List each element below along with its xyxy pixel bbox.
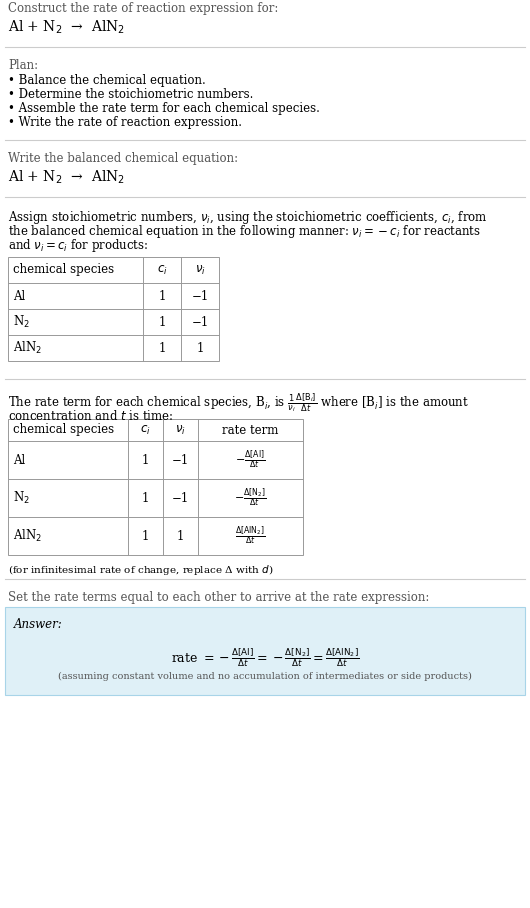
Text: $c_i$: $c_i$ (157, 263, 167, 277)
Text: Construct the rate of reaction expression for:: Construct the rate of reaction expressio… (8, 2, 278, 15)
Bar (8, 419, 303, 555)
Text: Al: Al (13, 290, 25, 302)
Text: (for infinitesimal rate of change, replace Δ with $d$): (for infinitesimal rate of change, repla… (8, 563, 273, 577)
Text: Plan:: Plan: (8, 59, 38, 72)
Text: $c_i$: $c_i$ (140, 423, 151, 437)
Text: Assign stoichiometric numbers, $\nu_i$, using the stoichiometric coefficients, $: Assign stoichiometric numbers, $\nu_i$, … (8, 209, 488, 226)
Text: 1: 1 (142, 453, 149, 467)
Text: Al: Al (13, 453, 25, 467)
Text: 1: 1 (158, 341, 166, 354)
Text: the balanced chemical equation in the following manner: $\nu_i = -c_i$ for react: the balanced chemical equation in the fo… (8, 223, 481, 240)
Text: −1: −1 (191, 315, 209, 329)
Text: Write the balanced chemical equation:: Write the balanced chemical equation: (8, 152, 238, 165)
Text: 1: 1 (158, 315, 166, 329)
Text: • Write the rate of reaction expression.: • Write the rate of reaction expression. (8, 116, 242, 129)
Text: • Balance the chemical equation.: • Balance the chemical equation. (8, 74, 206, 87)
Text: (assuming constant volume and no accumulation of intermediates or side products): (assuming constant volume and no accumul… (58, 672, 472, 681)
Text: N$_2$: N$_2$ (13, 490, 30, 506)
Text: The rate term for each chemical species, B$_i$, is $\frac{1}{\nu_i}\frac{\Delta[: The rate term for each chemical species,… (8, 391, 469, 413)
Text: • Assemble the rate term for each chemical species.: • Assemble the rate term for each chemic… (8, 102, 320, 115)
Text: 1: 1 (177, 529, 184, 542)
Text: −1: −1 (172, 491, 189, 505)
Text: Al + N$_2$  →  AlN$_2$: Al + N$_2$ → AlN$_2$ (8, 19, 125, 36)
Text: rate $= -\frac{\Delta[\mathrm{Al}]}{\Delta t} = -\frac{\Delta[\mathrm{N_2}]}{\De: rate $= -\frac{\Delta[\mathrm{Al}]}{\Del… (171, 646, 359, 668)
Text: $-\frac{\Delta[\mathrm{Al}]}{\Delta t}$: $-\frac{\Delta[\mathrm{Al}]}{\Delta t}$ (235, 449, 266, 471)
Text: concentration and $t$ is time:: concentration and $t$ is time: (8, 409, 173, 423)
Text: Answer:: Answer: (14, 618, 63, 631)
FancyBboxPatch shape (5, 607, 525, 695)
Text: chemical species: chemical species (13, 423, 114, 437)
Text: −1: −1 (191, 290, 209, 302)
Text: rate term: rate term (222, 423, 279, 437)
Text: 1: 1 (142, 491, 149, 505)
Text: $\frac{\Delta[\mathrm{AlN_2}]}{\Delta t}$: $\frac{\Delta[\mathrm{AlN_2}]}{\Delta t}… (235, 525, 266, 548)
Text: $-\frac{\Delta[\mathrm{N_2}]}{\Delta t}$: $-\frac{\Delta[\mathrm{N_2}]}{\Delta t}$ (234, 487, 267, 509)
Text: Al + N$_2$  →  AlN$_2$: Al + N$_2$ → AlN$_2$ (8, 169, 125, 186)
Bar (8, 257, 219, 361)
Text: chemical species: chemical species (13, 263, 114, 277)
Text: −1: −1 (172, 453, 189, 467)
Text: and $\nu_i = c_i$ for products:: and $\nu_i = c_i$ for products: (8, 237, 148, 254)
Text: $\nu_i$: $\nu_i$ (175, 423, 186, 437)
Text: N$_2$: N$_2$ (13, 314, 30, 330)
Text: 1: 1 (158, 290, 166, 302)
Text: 1: 1 (142, 529, 149, 542)
Text: $\nu_i$: $\nu_i$ (195, 263, 206, 277)
Text: 1: 1 (196, 341, 204, 354)
Text: AlN$_2$: AlN$_2$ (13, 528, 42, 544)
Text: Set the rate terms equal to each other to arrive at the rate expression:: Set the rate terms equal to each other t… (8, 591, 429, 604)
Text: • Determine the stoichiometric numbers.: • Determine the stoichiometric numbers. (8, 88, 253, 101)
Text: AlN$_2$: AlN$_2$ (13, 340, 42, 356)
